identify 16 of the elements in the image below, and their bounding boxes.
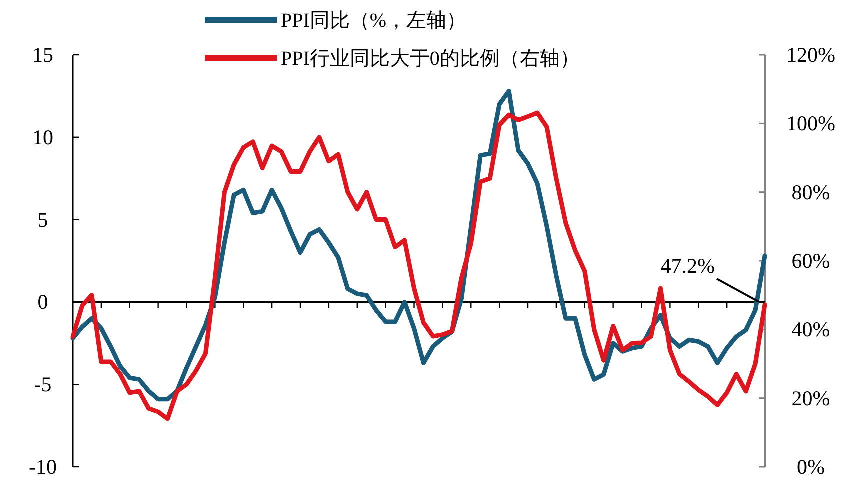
legend-label: PPI同比（%，左轴） (281, 10, 467, 32)
y2-tick-label: 80% (792, 180, 830, 204)
y2-tick-label: 100% (786, 112, 836, 136)
y2-tick-label: 0% (797, 455, 825, 479)
y-tick-label: 0 (38, 290, 48, 314)
y-tick-label: 5 (38, 208, 48, 232)
y-tick-label: 10 (32, 125, 54, 150)
y-tick-label: 15 (32, 43, 54, 67)
y2-tick-label: 120% (786, 43, 836, 67)
data-label: 47.2% (660, 254, 715, 278)
legend-label: PPI行业同比大于0的比例（右轴） (281, 48, 580, 70)
y-tick-label: -5 (34, 372, 52, 397)
y-tick-label: -10 (29, 455, 57, 479)
y2-tick-label: 60% (792, 249, 830, 273)
y2-tick-label: 40% (792, 318, 830, 342)
y2-tick-label: 20% (792, 386, 830, 410)
